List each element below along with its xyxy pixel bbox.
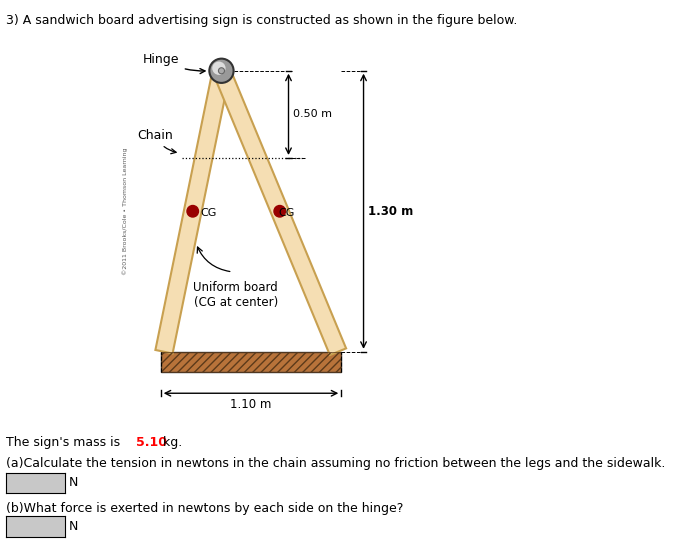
Text: ©2011 Brooks/Cole • Thomson Learning: ©2011 Brooks/Cole • Thomson Learning bbox=[123, 148, 128, 275]
Polygon shape bbox=[213, 68, 346, 355]
Bar bbox=[161, 352, 342, 373]
Text: 1.10 m: 1.10 m bbox=[230, 398, 272, 411]
Text: kg.: kg. bbox=[159, 436, 182, 448]
Text: 3) A sandwich board advertising sign is constructed as shown in the figure below: 3) A sandwich board advertising sign is … bbox=[6, 14, 517, 27]
Text: The sign's mass is: The sign's mass is bbox=[6, 436, 123, 448]
Circle shape bbox=[274, 206, 286, 217]
Text: CG: CG bbox=[201, 208, 217, 218]
Text: Uniform board
(CG at center): Uniform board (CG at center) bbox=[194, 281, 278, 309]
Circle shape bbox=[187, 206, 199, 217]
Text: CG: CG bbox=[278, 208, 295, 218]
Text: N: N bbox=[68, 476, 77, 489]
Circle shape bbox=[209, 58, 233, 83]
Text: Hinge: Hinge bbox=[144, 53, 205, 74]
Bar bbox=[161, 352, 342, 373]
Text: (b)What force is exerted in newtons by each side on the hinge?: (b)What force is exerted in newtons by e… bbox=[6, 502, 403, 515]
Polygon shape bbox=[155, 69, 230, 353]
Text: 1.30 m: 1.30 m bbox=[368, 204, 413, 218]
Text: Chain: Chain bbox=[137, 129, 176, 154]
Circle shape bbox=[218, 68, 224, 74]
Text: 5.10: 5.10 bbox=[136, 436, 167, 448]
Text: (a)Calculate the tension in newtons in the chain assuming no friction between th: (a)Calculate the tension in newtons in t… bbox=[6, 457, 665, 470]
Text: 0.50 m: 0.50 m bbox=[293, 109, 332, 120]
Circle shape bbox=[213, 62, 226, 75]
Text: N: N bbox=[68, 520, 77, 533]
